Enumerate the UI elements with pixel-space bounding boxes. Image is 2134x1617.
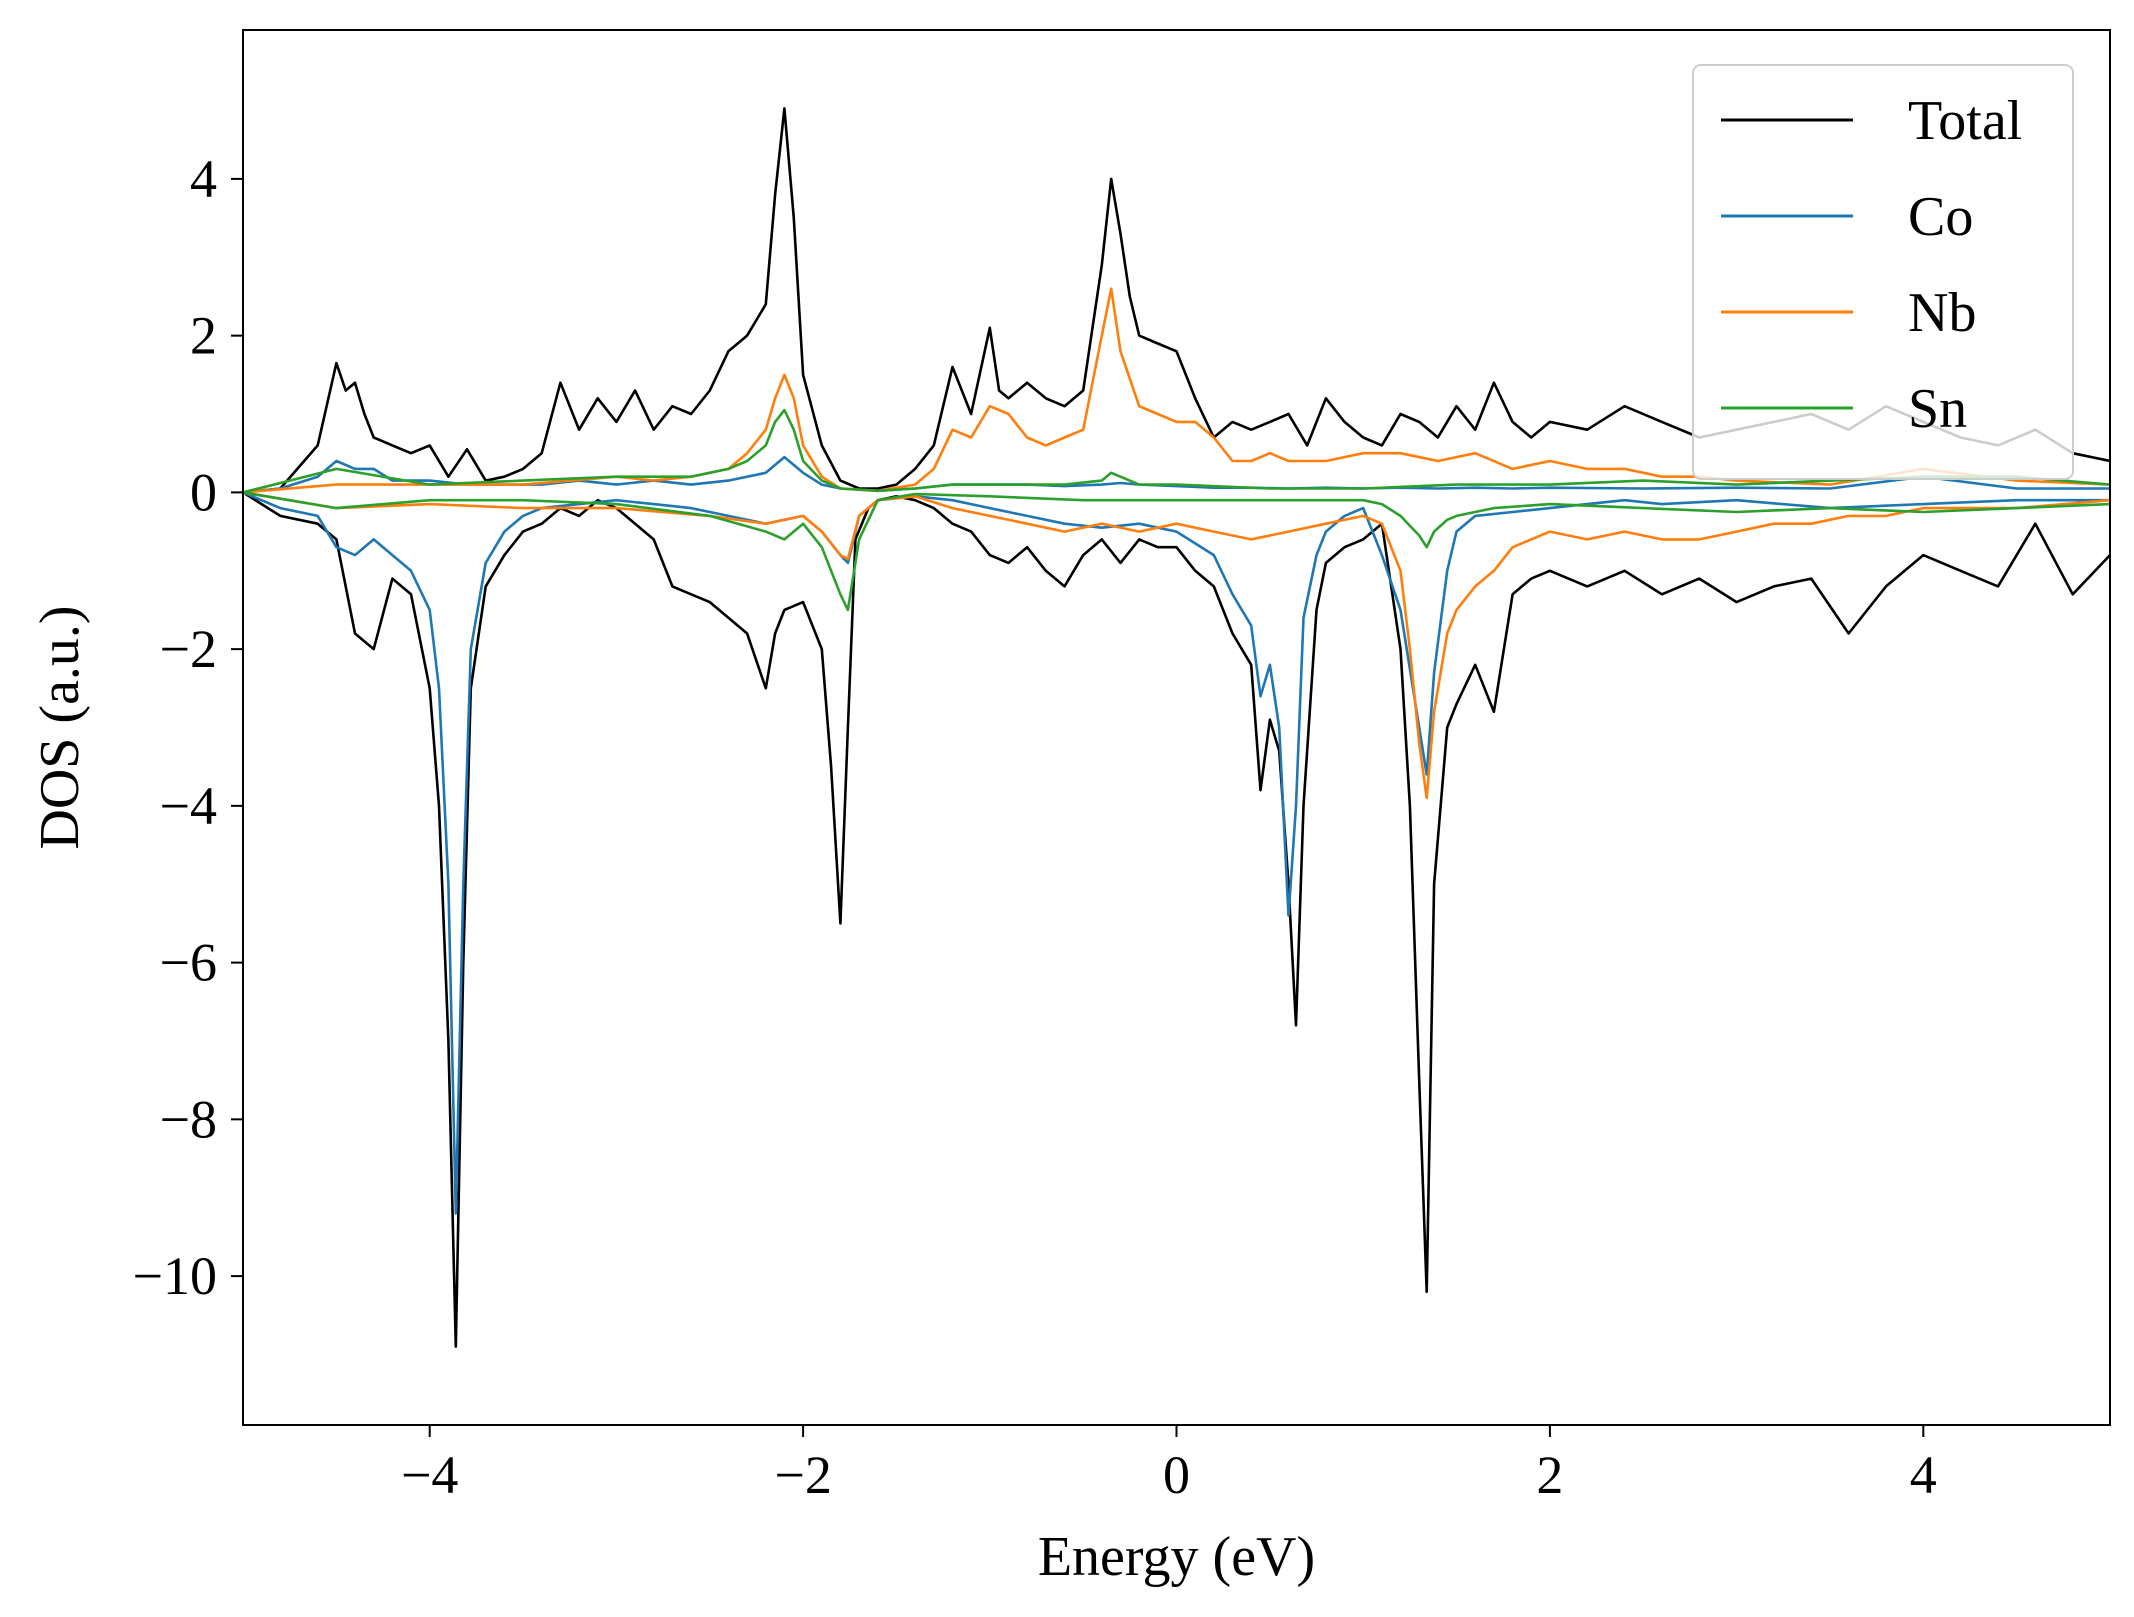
x-tick-label: 0 [1163,1445,1190,1505]
series-layer [243,107,2110,1348]
x-tick-label: 2 [1536,1445,1563,1505]
series-line-nb-spin-down [243,491,2110,800]
series-line-sn-spin-up [243,408,2110,494]
x-tick-label: −2 [774,1445,831,1505]
series-line-nb-spin-up [243,287,2110,494]
legend-label-total: Total [1908,90,2022,152]
legend-label-sn: Sn [1908,378,1967,440]
y-axis-title: DOS (a.u.) [29,605,91,849]
y-tick-label: −6 [160,933,217,993]
y-tick-label: 2 [190,306,217,366]
series-line-total-spin-up [243,107,2110,494]
axes-layer: −4 −2 0 2 4 −10 −8 −6 −4 −2 0 2 4 [133,29,2111,1505]
y-tick-label: −2 [160,619,217,679]
series-line-sn-spin-down [243,491,2110,612]
legend: Total Co Nb Sn [1692,64,2074,480]
y-tick-label: −8 [160,1089,217,1149]
y-tick-label: −4 [160,776,217,836]
x-tick-label: 4 [1910,1445,1937,1505]
legend-label-co: Co [1908,186,1973,248]
legend-label-nb: Nb [1908,282,1976,344]
y-tick-label: 0 [190,462,217,522]
y-tick-label: 4 [190,149,217,209]
series-line-co-spin-down [243,491,2110,1215]
legend-box [1692,64,2074,480]
y-tick-label: −10 [133,1246,217,1306]
x-tick-label: −4 [401,1445,458,1505]
x-axis-title: Energy (eV) [1038,1526,1315,1588]
series-line-total-spin-down [243,491,2110,1348]
